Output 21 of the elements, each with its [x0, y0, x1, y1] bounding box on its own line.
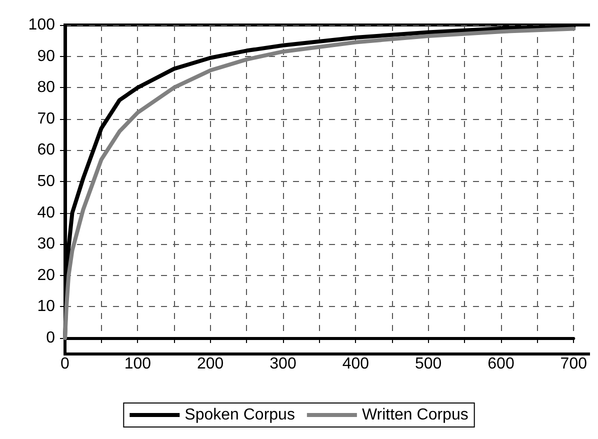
y-tick-label: 10: [37, 298, 56, 316]
x-tick-label: 0: [60, 356, 70, 372]
y-tick-label: 90: [37, 48, 56, 65]
y-tick-label: 70: [37, 110, 56, 128]
y-tick-label: 60: [37, 142, 56, 159]
y-tick-label: 0: [46, 330, 56, 346]
x-tick-label: 300: [270, 356, 296, 372]
y-tick-label: 20: [37, 266, 56, 284]
y-tick-label: 100: [28, 16, 56, 34]
x-tick-label: 700: [560, 356, 588, 372]
legend-label: Spoken Corpus: [184, 406, 295, 424]
y-tick-label: 80: [37, 79, 56, 96]
y-tick-label: 30: [37, 236, 56, 253]
y-tick-label: 50: [37, 173, 56, 190]
x-tick-label: 100: [124, 356, 152, 372]
x-tick-label: 600: [488, 356, 514, 372]
y-tick-label: 40: [37, 204, 56, 222]
x-tick-label: 500: [414, 356, 442, 372]
legend-label: Written Corpus: [362, 406, 468, 424]
x-tick-label: 400: [342, 356, 370, 372]
x-tick-label: 200: [196, 356, 224, 372]
